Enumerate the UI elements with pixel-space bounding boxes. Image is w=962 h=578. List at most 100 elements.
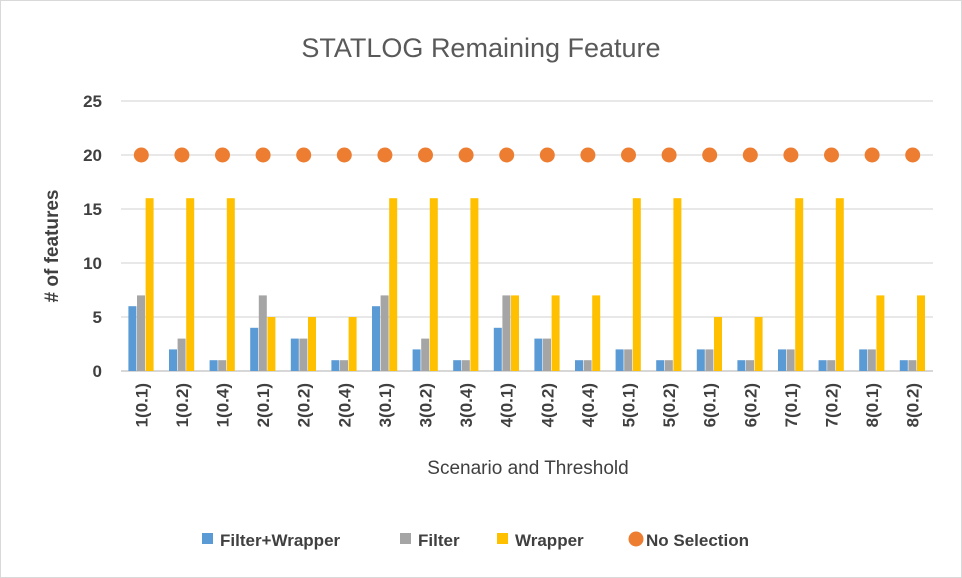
bar (786, 349, 795, 371)
marker-point (499, 147, 515, 163)
bar (754, 317, 763, 371)
bar (543, 338, 551, 371)
bar (778, 349, 786, 371)
bar (615, 349, 624, 371)
x-tick-label: 8(0.1) (863, 383, 882, 427)
bar (818, 360, 827, 371)
x-tick-label: 5(0.1) (620, 383, 639, 427)
bar (250, 327, 259, 371)
bar (290, 338, 299, 371)
marker-point (864, 147, 880, 163)
marker-point (661, 147, 677, 163)
bar (876, 295, 885, 371)
x-tick-label: 5(0.2) (660, 383, 679, 427)
bar (908, 360, 917, 371)
bar (267, 317, 276, 371)
legend-label: Wrapper (515, 531, 584, 550)
y-tick-label: 15 (83, 200, 102, 219)
x-tick-label: 4(0.1) (498, 383, 517, 427)
bar (470, 198, 479, 371)
bar (827, 360, 836, 371)
x-tick-label: 3(0.1) (376, 383, 395, 427)
bar (453, 360, 462, 371)
bar (299, 338, 308, 371)
legend-item: Wrapper (497, 531, 584, 550)
bar (421, 338, 430, 371)
bar (656, 360, 665, 371)
marker-point (702, 147, 718, 163)
y-tick-label: 0 (93, 362, 102, 381)
x-tick-label: 7(0.2) (823, 383, 842, 427)
marker-point (621, 147, 636, 163)
bar (429, 198, 438, 371)
bar (673, 198, 682, 371)
marker-point (783, 147, 799, 163)
y-axis-title: # of features (42, 190, 63, 303)
x-tick-label: 4(0.2) (538, 383, 557, 427)
bar (899, 360, 908, 371)
legend-label: Filter (418, 531, 460, 550)
x-tick-labels: 1(0.1) 1(0.2) 1(0.4) 2(0.1) 2(0.2) 2(0.4) 3(0.… (132, 383, 922, 427)
bar (746, 360, 754, 371)
marker-point (905, 147, 921, 163)
bar (795, 198, 804, 371)
marker-point (418, 147, 433, 163)
x-tick-label: 8(0.2) (904, 383, 923, 427)
legend-label: No Selection (646, 531, 749, 550)
bar (389, 198, 398, 371)
x-tick-label: 2(0.1) (254, 383, 273, 427)
x-tick-label: 4(0.4) (579, 383, 598, 427)
marker-point (255, 147, 271, 163)
marker-point (539, 147, 555, 163)
x-tick-label: 7(0.1) (782, 383, 801, 427)
x-tick-label: 3(0.4) (457, 383, 476, 427)
bar (308, 317, 316, 371)
bar (493, 327, 502, 371)
legend-swatch (628, 531, 644, 547)
bars (128, 198, 925, 371)
chart-title: STATLOG Remaining Feature (301, 33, 660, 63)
bar (859, 349, 868, 371)
marker-point (336, 147, 352, 163)
x-tick-label: 3(0.2) (417, 383, 436, 427)
bar (209, 360, 218, 371)
x-tick-label: 6(0.1) (701, 383, 720, 427)
bar (380, 295, 389, 371)
legend-swatch (202, 533, 213, 544)
bar (624, 349, 633, 371)
y-tick-label: 20 (83, 146, 102, 165)
x-tick-label: 2(0.4) (335, 383, 354, 427)
bar (511, 295, 519, 371)
bar (835, 198, 844, 371)
y-tick-label: 25 (83, 92, 102, 111)
bar (592, 295, 601, 371)
marker-point (174, 147, 190, 163)
bar (128, 306, 137, 371)
bar (714, 317, 722, 371)
bar (551, 295, 560, 371)
x-tick-label: 6(0.2) (741, 383, 760, 427)
bar (917, 295, 925, 371)
gridlines (121, 100, 933, 372)
y-tick-labels: 0 5 10 15 20 25 (83, 92, 102, 381)
legend-item: Filter+Wrapper (202, 531, 341, 550)
x-tick-label: 2(0.2) (295, 383, 314, 427)
marker-point (458, 147, 474, 163)
bar (502, 295, 511, 371)
bar (583, 360, 592, 371)
legend: Filter+Wrapper Filter Wrapper No Selection (202, 531, 749, 550)
marker-point (742, 147, 758, 163)
x-tick-label: 1(0.1) (132, 383, 151, 427)
bar (867, 349, 876, 371)
markers (133, 147, 921, 163)
bar (331, 360, 340, 371)
bar (186, 198, 195, 371)
legend-item: No Selection (628, 531, 749, 550)
bar (664, 360, 673, 371)
marker-point (296, 147, 312, 163)
bar (461, 360, 470, 371)
bar (177, 338, 186, 371)
marker-point (133, 147, 149, 163)
bar (534, 338, 543, 371)
